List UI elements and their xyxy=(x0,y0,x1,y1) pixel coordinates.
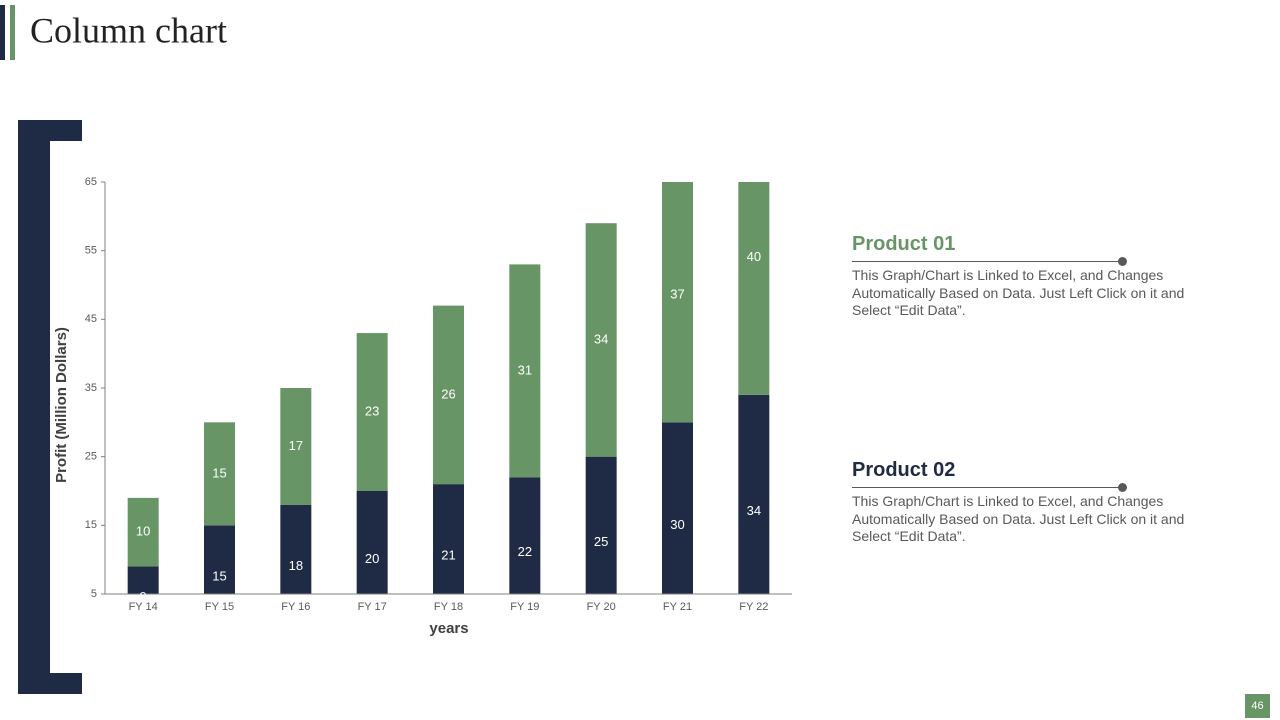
x-tick-label: FY 18 xyxy=(434,601,463,613)
value-label: 37 xyxy=(670,287,684,302)
x-tick-label: FY 22 xyxy=(739,601,768,613)
divider xyxy=(852,487,1122,488)
value-label: 17 xyxy=(289,438,303,453)
x-tick-label: FY 17 xyxy=(358,601,387,613)
value-label: 21 xyxy=(441,548,455,563)
bar-segment xyxy=(356,333,388,491)
value-label: 20 xyxy=(365,551,379,566)
y-tick-label: 65 xyxy=(85,176,97,188)
legend-entry: Product 01 xyxy=(852,233,956,255)
bar-segment xyxy=(585,223,617,457)
value-label: 15 xyxy=(212,465,226,480)
description: This Graph/Chart is Linked to Excel, and… xyxy=(852,493,1185,544)
y-tick-label: 35 xyxy=(85,382,97,394)
bar-segment xyxy=(738,394,770,594)
divider-dot xyxy=(1118,257,1127,266)
bar-segment xyxy=(509,477,541,594)
value-label: 25 xyxy=(594,534,608,549)
value-label: 34 xyxy=(594,331,608,346)
x-tick-label: FY 19 xyxy=(510,601,539,613)
value-label: 23 xyxy=(365,403,379,418)
bar-segment xyxy=(662,182,693,423)
value-label: 18 xyxy=(289,558,303,573)
value-label: 30 xyxy=(670,517,684,532)
bracket xyxy=(18,120,82,694)
bar-segment xyxy=(433,484,464,594)
bar-segment xyxy=(204,525,235,594)
bar-segment xyxy=(127,566,159,594)
y-tick-label: 25 xyxy=(85,451,97,463)
bar-segment xyxy=(356,491,388,594)
y-tick-label: 45 xyxy=(85,313,97,325)
legend-entry: Product 02 xyxy=(852,459,956,481)
bar-segment xyxy=(280,504,312,594)
bar-segment xyxy=(204,422,235,526)
value-label: 15 xyxy=(212,568,226,583)
page-number: 46 xyxy=(1251,700,1263,712)
x-tick-label: FY 20 xyxy=(587,601,616,613)
value-label: 9 xyxy=(140,589,147,604)
value-label: 22 xyxy=(518,544,532,559)
title-accent xyxy=(0,5,5,60)
x-tick-label: FY 21 xyxy=(663,601,692,613)
divider xyxy=(852,261,1122,262)
legend-panel: Product 02 This Graph/Chart is Linked to… xyxy=(852,459,1212,546)
value-label: 26 xyxy=(441,386,455,401)
x-tick-label: FY 16 xyxy=(281,601,310,613)
value-label: 10 xyxy=(136,524,150,539)
description: This Graph/Chart is Linked to Excel, and… xyxy=(852,267,1185,318)
x-tick-label: FY 14 xyxy=(129,601,158,613)
y-tick-label: 55 xyxy=(85,245,97,257)
y-tick-label: 15 xyxy=(85,519,97,531)
bar-segment xyxy=(662,422,693,594)
bar-segment xyxy=(509,264,541,478)
title-accent xyxy=(10,5,15,60)
bar-segment xyxy=(585,456,617,594)
bar-segment xyxy=(738,182,770,395)
x-axis-label: years xyxy=(429,620,468,637)
bar-segment xyxy=(280,388,312,505)
value-label: 34 xyxy=(747,503,761,518)
value-label: 40 xyxy=(747,249,761,264)
bar-segment xyxy=(127,497,159,567)
page-number-box xyxy=(1245,694,1270,718)
slide-title: Column chart xyxy=(30,10,227,50)
x-tick-label: FY 15 xyxy=(205,601,234,613)
value-label: 31 xyxy=(518,362,532,377)
y-tick-label: 5 xyxy=(91,588,97,600)
legend-panel: Product 01 This Graph/Chart is Linked to… xyxy=(852,233,1212,320)
divider-dot xyxy=(1118,483,1127,492)
y-axis-label: Profit (Million Dollars) xyxy=(53,327,70,483)
bar-segment xyxy=(433,305,464,485)
